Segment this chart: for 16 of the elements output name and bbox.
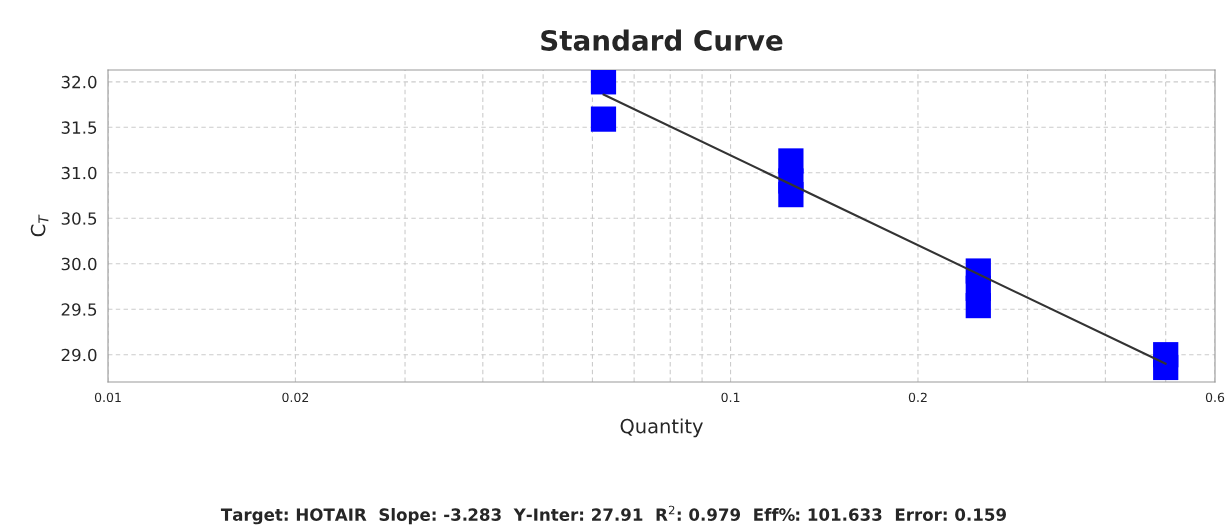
y-tick-label: 31.5 [61, 121, 97, 134]
y-tick-label: 29.0 [61, 348, 97, 362]
y-tick-label: 32.0 [61, 75, 97, 89]
y-axis-title: C$_{T}$ [30, 214, 49, 237]
y-tick-label: 31.0 [61, 166, 97, 180]
x-tick-label: 0.6 [1205, 392, 1225, 403]
x-tick-label: 0.1 [721, 392, 740, 403]
x-tick-label: 0.02 [282, 392, 309, 403]
chart-title: Standard Curve [541, 29, 783, 51]
y-tick-label: 30.5 [61, 212, 97, 225]
y-tick-label: 30.0 [61, 257, 97, 271]
x-tick-label: 0.01 [94, 392, 121, 403]
y-tick-label: 29.5 [61, 303, 97, 316]
x-tick-label: 0.2 [908, 392, 927, 403]
x-axis-title: Quantity [620, 418, 703, 438]
text: Target: HOTAIR Slope: -3.283 Y-Inter: 27.91 R$^{2}$: 0.979 Eff%: 101.633 Error: 0.159 [220, 505, 1006, 525]
